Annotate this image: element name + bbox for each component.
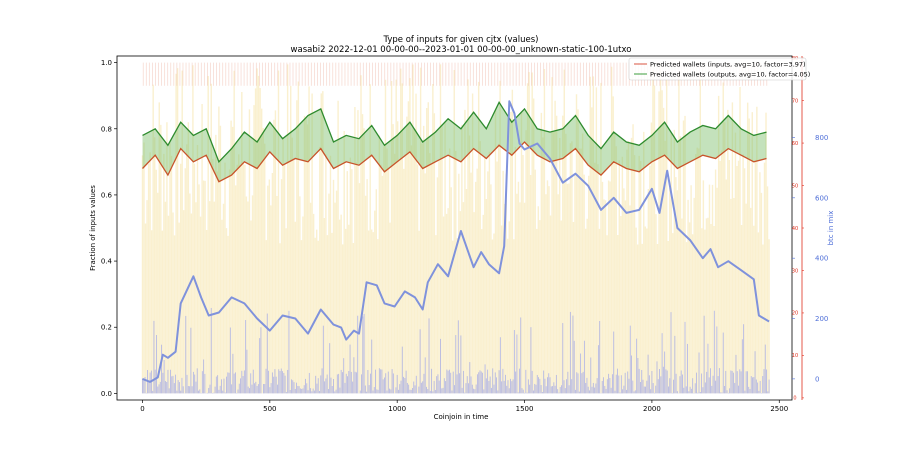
y2-axis-label: btc in mix (827, 211, 835, 246)
background-bars (141, 62, 770, 394)
y-tick-label: 1.0 (101, 59, 112, 67)
x-tick-label: 2500 (770, 405, 788, 413)
chart-subtitle: wasabi2 2022-12-01 00-00-00--2023-01-01 … (291, 45, 632, 55)
x-tick-label: 0 (140, 405, 144, 413)
y-tick-label: 0.6 (101, 191, 113, 199)
red-tick-label: 50 (792, 183, 798, 189)
red-tick-label: 0 (793, 396, 796, 402)
series-lines (142, 100, 770, 383)
x-tick-label: 1500 (516, 405, 534, 413)
y-tick-label: 0.8 (101, 125, 112, 133)
red-tick-label: 10 (792, 353, 798, 359)
output-band (142, 102, 767, 182)
y2-tick-label: 200 (815, 315, 828, 323)
legend-label-inputs: Predicted wallets (inputs, avg=10, facto… (650, 61, 806, 69)
legend: Predicted wallets (inputs, avg=10, facto… (628, 57, 810, 81)
legend-box (628, 57, 807, 81)
y-tick-label: 0.2 (101, 324, 112, 332)
red-tick-label: 70 (792, 98, 798, 104)
red-tick-label: 60 (792, 141, 798, 147)
y2-tick-label: 0 (815, 375, 819, 383)
y2-tick-label: 600 (815, 194, 828, 202)
legend-label-outputs: Predicted wallets (outputs, avg=10, fact… (650, 71, 810, 79)
x-axis-label: Coinjoin in time (434, 413, 489, 421)
plot-frame (116, 55, 793, 401)
x-tick-label: 2000 (643, 405, 661, 413)
red-tick-label: 20 (792, 311, 798, 317)
y-tick-label: 0.4 (101, 258, 113, 266)
band-area (142, 102, 767, 182)
series-line-btc-in-mix (142, 100, 770, 383)
tick-labels: 0 500 1000 1500 2000 25000.00.20.40.60.81.001… (101, 56, 829, 413)
y-tick-label: 0.0 (101, 390, 112, 398)
y2-tick-label: 800 (815, 134, 828, 142)
chart-title: Type of inputs for given cjtx (values) (383, 35, 539, 45)
y2-tick-label: 400 (815, 255, 828, 263)
y-axis-label: Fraction of inputs values (89, 185, 97, 271)
red-tick-label: 40 (792, 226, 798, 232)
x-tick-label: 500 (263, 405, 276, 413)
series-line-inputs (142, 141, 767, 183)
red-tick-label: 30 (792, 268, 798, 274)
x-tick-label: 1000 (388, 405, 406, 413)
blue-volume-bars (142, 307, 770, 394)
series-line-outputs (142, 100, 767, 163)
